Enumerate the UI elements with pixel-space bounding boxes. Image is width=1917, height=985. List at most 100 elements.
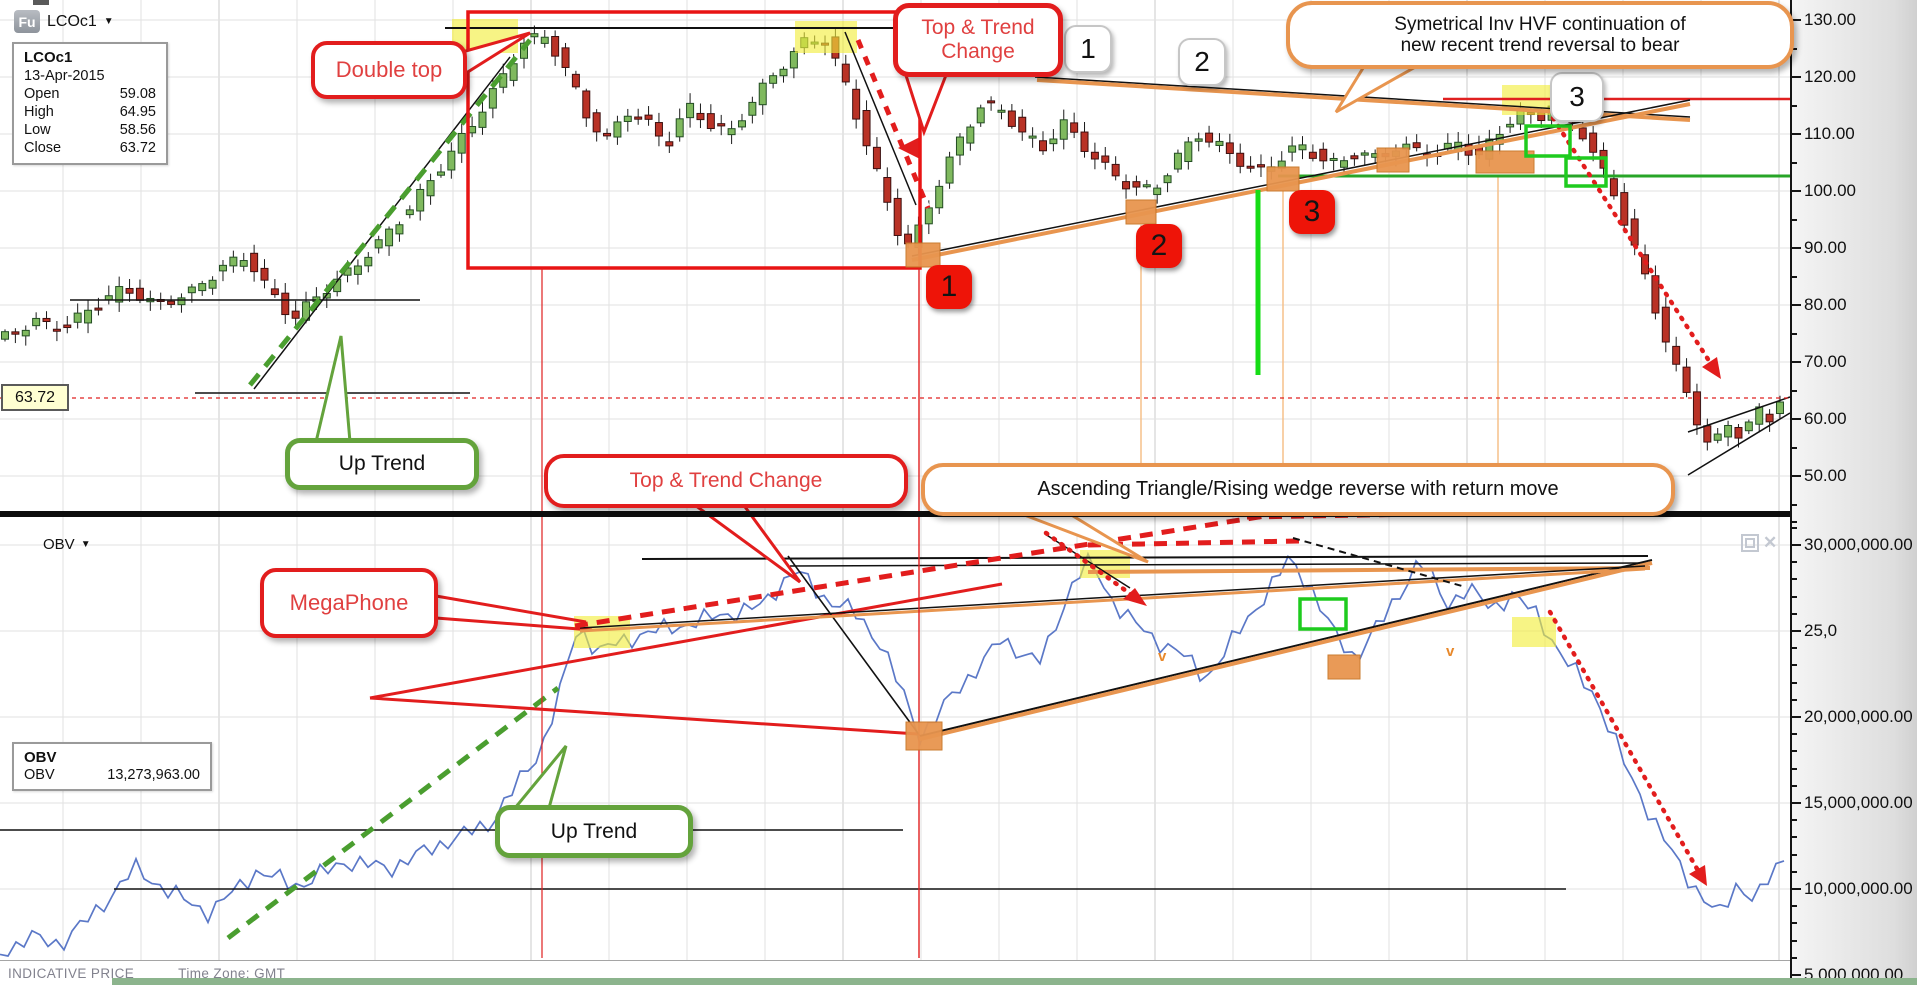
axis-tick [1792,784,1797,787]
axis-tick [1792,853,1797,856]
chevron-down-icon[interactable]: ▼ [103,16,114,27]
axis-tick [1792,418,1801,420]
axis-tick [1792,578,1797,581]
price-axis-label: 80.00 [1804,295,1847,314]
pane-bottom-border [0,960,1917,961]
axis-tick [1792,104,1797,107]
touch-badge-3[interactable]: 3 [1289,190,1335,234]
callout-top-trend-change-1[interactable]: Top & Trend Change [893,3,1063,77]
price-axis-label: 130.00 [1804,10,1856,29]
axis-tick [1792,905,1797,908]
axis-tick [1792,974,1801,976]
axis-tick [1792,561,1797,564]
wave-badge-3[interactable]: 3 [1550,72,1604,122]
axis-tick [1792,247,1801,249]
axis-tick [1792,389,1797,392]
axis-tick [1792,332,1797,335]
obv-pane-header[interactable]: OBV ▼ [43,536,91,553]
obv-axis-label: 10,000,000.00 [1804,879,1913,898]
axis-tick [1792,836,1797,839]
axis-tick [1792,47,1797,50]
axis-tick [1792,76,1801,78]
axis-tick [1792,612,1797,615]
callout-top-trend-change-2[interactable]: Top & Trend Change [544,454,908,508]
obv-axis-label: 30,000,000.00 [1804,535,1913,554]
axis-tick [1792,647,1797,650]
symbol-header[interactable]: Fu LCOc1 ▼ [14,10,114,33]
quote-date: 13-Apr-2015 [24,68,105,84]
axis-tick [1792,733,1797,736]
axis-tick [1792,630,1801,632]
callout-symmetrical-hvf[interactable]: Symetrical Inv HVF continuation of new re… [1286,1,1794,69]
quote-symbol: LCOc1 [24,49,73,66]
restore-icon[interactable] [1741,534,1759,552]
callout-ascending-triangle[interactable]: Ascending Triangle/Rising wedge reverse … [921,463,1675,516]
last-price-tag: 63.72 [1,384,69,411]
obv-box-row: OBV 13,273,963.00 [24,767,200,783]
taskbar-strip [112,978,1917,985]
axis-tick [1792,475,1801,477]
obv-axis-label: 15,000,000.00 [1804,793,1913,812]
obv-info-box: OBV OBV 13,273,963.00 [12,742,212,792]
v-marker: v [1158,648,1167,665]
axis-tick [1792,446,1797,449]
price-axis-label: 90.00 [1804,238,1847,257]
axis-tick [1792,922,1797,925]
axis-tick [1792,681,1797,684]
obv-axis-label: 25,0 [1804,621,1838,640]
price-axis-label: 110.00 [1804,124,1855,143]
axis-tick [1792,521,1797,523]
quote-row: High 64.95 [24,104,156,121]
axis-tick [1792,161,1797,164]
axis-tick [1792,595,1797,598]
price-axis-panel[interactable]: 130.00 120.00 110.00 100.00 90.00 80.00 70.00 6… [1790,0,1917,985]
axis-tick [1792,767,1797,770]
callout-up-trend-obv[interactable]: Up Trend [495,805,693,858]
obv-axis-label: 20,000,000.00 [1804,707,1913,726]
wave-badge-2[interactable]: 2 [1178,38,1226,86]
axis-tick [1792,819,1797,822]
quote-row: Close 63.72 [24,140,156,157]
axis-tick [1792,716,1801,718]
quote-info-box: LCOc1 13-Apr-2015 Open 59.08 High 64.95 Lo… [12,42,168,165]
callout-megaphone[interactable]: MegaPhone [260,568,438,638]
axis-tick [1792,190,1801,192]
chevron-down-icon[interactable]: ▼ [80,539,91,550]
axis-tick [1792,888,1801,890]
axis-tick [1792,526,1797,529]
price-axis-label: 60.00 [1804,409,1847,428]
axis-tick [1792,361,1801,363]
axis-tick [1792,802,1801,804]
obv-box-title: OBV [24,749,57,766]
status-bar: INDICATIVE PRICE Time Zone: GMT [8,966,285,981]
axis-tick [1792,275,1797,278]
touch-badge-1[interactable]: 1 [926,265,972,309]
wave-badge-1[interactable]: 1 [1064,25,1112,73]
axis-tick [1792,544,1801,546]
callout-up-trend-price[interactable]: Up Trend [285,438,479,490]
obv-pane-label: OBV [43,536,75,553]
axis-tick [1792,698,1797,701]
obv-pane-controls: ✕ [1741,533,1777,553]
touch-badge-2[interactable]: 2 [1136,224,1182,268]
v-marker: v [1446,643,1455,660]
quote-row: Open 59.08 [24,86,156,102]
close-icon[interactable]: ✕ [1763,533,1778,552]
axis-tick [1792,664,1797,667]
callout-double-top[interactable]: Double top [311,41,467,99]
axis-tick [1792,870,1797,873]
axis-tick [1792,939,1797,942]
quote-row: Low 58.56 [24,122,156,139]
indicative-price-label: INDICATIVE PRICE [8,966,135,981]
price-axis-label: 70.00 [1804,352,1847,371]
axis-tick [1792,218,1797,221]
futures-icon: Fu [14,10,40,33]
window-chrome-fragment [33,0,49,5]
axis-tick [1792,304,1801,306]
price-axis-label: 120.00 [1804,67,1856,86]
symbol-label: LCOc1 [47,12,97,30]
axis-tick [1792,19,1801,21]
price-axis-label: 50.00 [1804,466,1847,485]
axis-tick [1792,750,1797,753]
